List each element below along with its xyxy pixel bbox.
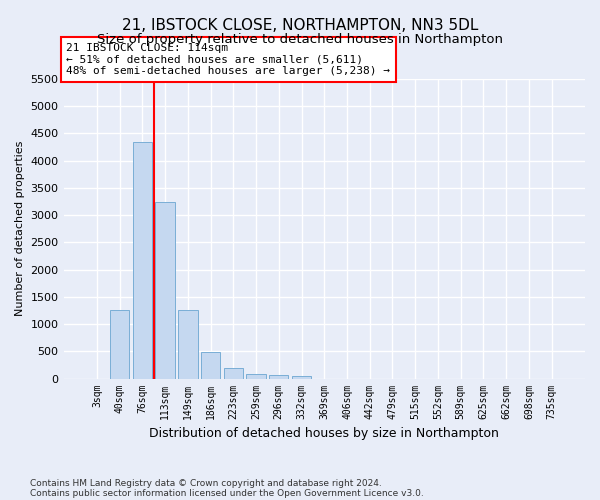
Text: Contains HM Land Registry data © Crown copyright and database right 2024.: Contains HM Land Registry data © Crown c… — [30, 478, 382, 488]
Bar — [292, 376, 311, 378]
Bar — [201, 352, 220, 378]
Bar — [178, 310, 197, 378]
Text: Size of property relative to detached houses in Northampton: Size of property relative to detached ho… — [97, 32, 503, 46]
Bar — [133, 142, 152, 378]
Bar — [110, 310, 130, 378]
X-axis label: Distribution of detached houses by size in Northampton: Distribution of detached houses by size … — [149, 427, 499, 440]
Text: 21 IBSTOCK CLOSE: 114sqm
← 51% of detached houses are smaller (5,611)
48% of sem: 21 IBSTOCK CLOSE: 114sqm ← 51% of detach… — [66, 43, 390, 76]
Bar — [247, 374, 266, 378]
Bar — [155, 202, 175, 378]
Text: Contains public sector information licensed under the Open Government Licence v3: Contains public sector information licen… — [30, 488, 424, 498]
Bar — [224, 368, 243, 378]
Text: 21, IBSTOCK CLOSE, NORTHAMPTON, NN3 5DL: 21, IBSTOCK CLOSE, NORTHAMPTON, NN3 5DL — [122, 18, 478, 32]
Bar — [269, 376, 289, 378]
Y-axis label: Number of detached properties: Number of detached properties — [15, 141, 25, 316]
